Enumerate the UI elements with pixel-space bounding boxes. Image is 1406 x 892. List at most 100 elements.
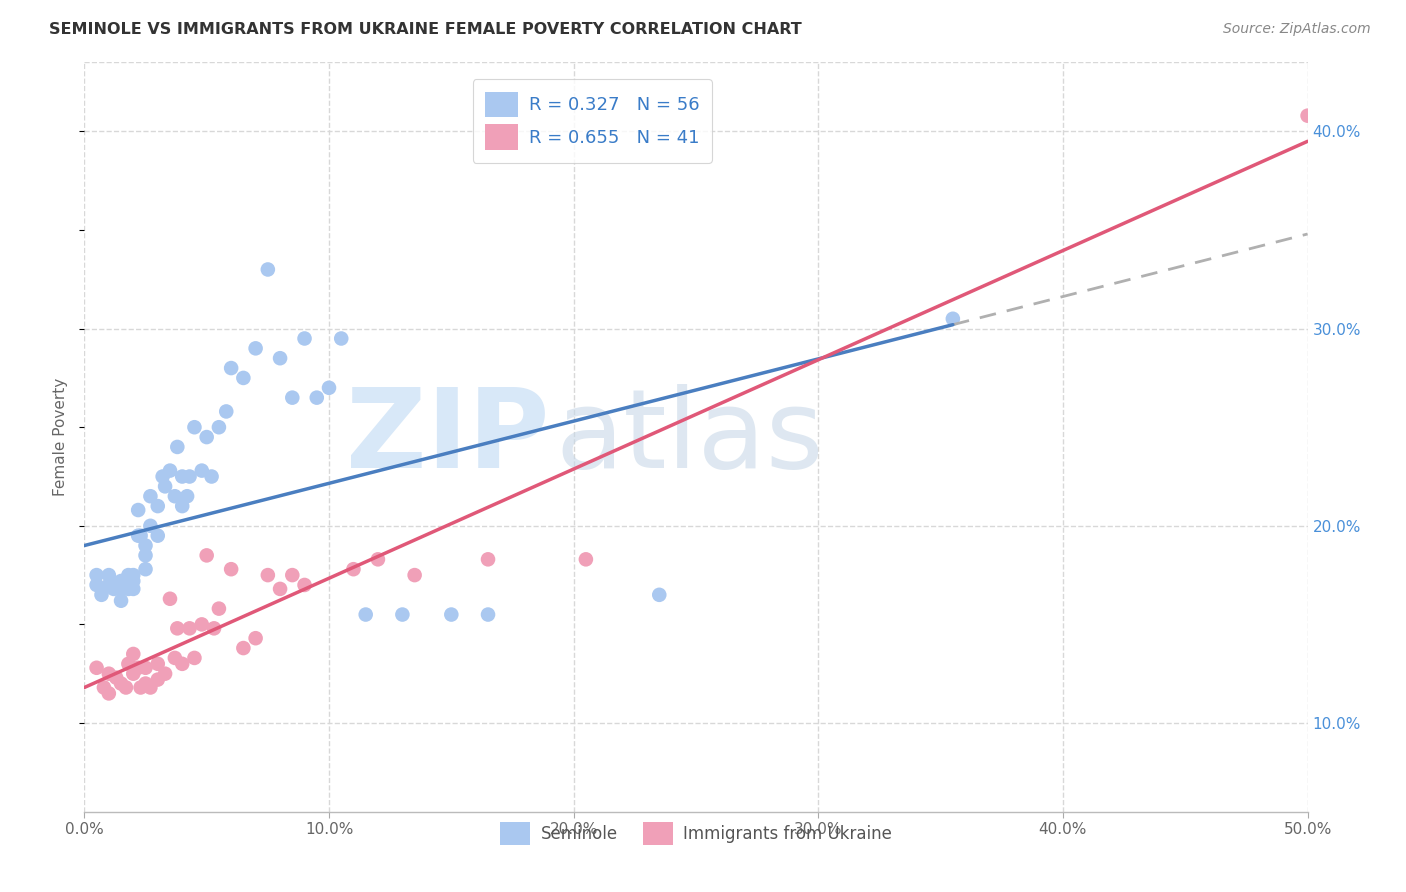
Point (139, 518, 162, 533)
Point (176, 489, 198, 503)
Point (179, 621, 201, 635)
Point (269, 582, 291, 596)
Point (166, 621, 188, 635)
Point (195, 430, 218, 444)
Point (105, 578, 128, 592)
Point (97, 666, 120, 681)
Point (183, 651, 205, 665)
Point (122, 568, 145, 582)
Point (146, 499, 169, 513)
Point (294, 578, 316, 592)
Point (354, 607, 377, 622)
Point (97, 686, 120, 700)
Point (202, 621, 225, 635)
Point (105, 671, 128, 685)
Text: SEMINOLE VS IMMIGRANTS FROM UKRAINE FEMALE POVERTY CORRELATION CHART: SEMINOLE VS IMMIGRANTS FROM UKRAINE FEMA… (49, 22, 801, 37)
Point (139, 489, 162, 503)
Point (122, 666, 145, 681)
Point (195, 549, 218, 563)
Point (575, 552, 598, 566)
Point (110, 574, 132, 588)
Text: Source: ZipAtlas.com: Source: ZipAtlas.com (1223, 22, 1371, 37)
Point (86, 568, 108, 582)
Point (117, 657, 139, 671)
Point (342, 562, 364, 576)
Point (129, 529, 152, 543)
Point (477, 552, 499, 566)
Point (122, 574, 145, 588)
Point (219, 361, 242, 376)
Point (163, 489, 186, 503)
Point (135, 661, 157, 675)
Point (281, 391, 304, 405)
Point (257, 568, 280, 582)
Point (117, 568, 139, 582)
Point (172, 657, 194, 671)
Point (103, 582, 125, 596)
Point (391, 607, 413, 622)
Point (152, 469, 174, 483)
Point (86, 661, 108, 675)
Point (90, 588, 112, 602)
Point (159, 591, 181, 606)
Point (146, 673, 169, 687)
Point (135, 539, 157, 553)
Point (191, 617, 214, 632)
Point (257, 262, 280, 277)
Point (166, 440, 188, 454)
Point (179, 469, 201, 483)
Point (215, 404, 238, 418)
Text: ZIP: ZIP (346, 384, 550, 491)
Point (208, 420, 231, 434)
Point (172, 469, 194, 483)
Point (245, 342, 267, 356)
Point (440, 607, 463, 622)
Point (122, 647, 145, 661)
Point (86, 578, 108, 592)
Point (318, 381, 340, 395)
Text: atlas: atlas (555, 384, 824, 491)
Point (127, 529, 149, 543)
Point (367, 552, 389, 566)
Point (117, 582, 139, 596)
Point (146, 529, 169, 543)
Point (153, 666, 176, 681)
Point (269, 351, 291, 366)
Point (97, 578, 120, 592)
Point (163, 651, 186, 665)
Point (129, 681, 152, 695)
Point (135, 549, 157, 563)
Point (1296, 109, 1319, 123)
Point (183, 420, 205, 434)
Point (232, 641, 254, 656)
Point (942, 311, 965, 326)
Point (191, 464, 214, 478)
Point (477, 607, 499, 622)
Point (245, 631, 267, 645)
Point (281, 568, 304, 582)
Point (200, 469, 222, 483)
Point (127, 661, 149, 675)
Point (97, 568, 120, 582)
Point (139, 681, 162, 695)
Point (135, 676, 157, 690)
Point (648, 588, 671, 602)
Point (305, 391, 328, 405)
Y-axis label: Female Poverty: Female Poverty (53, 378, 69, 496)
Point (93, 681, 115, 695)
Point (127, 503, 149, 517)
Point (404, 568, 426, 582)
Point (110, 593, 132, 607)
Point (232, 371, 254, 385)
Point (208, 601, 231, 615)
Legend: Seminole, Immigrants from Ukraine: Seminole, Immigrants from Ukraine (494, 815, 898, 852)
Point (153, 479, 176, 493)
Point (110, 676, 132, 690)
Point (115, 681, 138, 695)
Point (330, 331, 353, 345)
Point (122, 582, 145, 596)
Point (294, 331, 316, 345)
Point (159, 464, 181, 478)
Point (110, 582, 132, 596)
Point (219, 562, 242, 576)
